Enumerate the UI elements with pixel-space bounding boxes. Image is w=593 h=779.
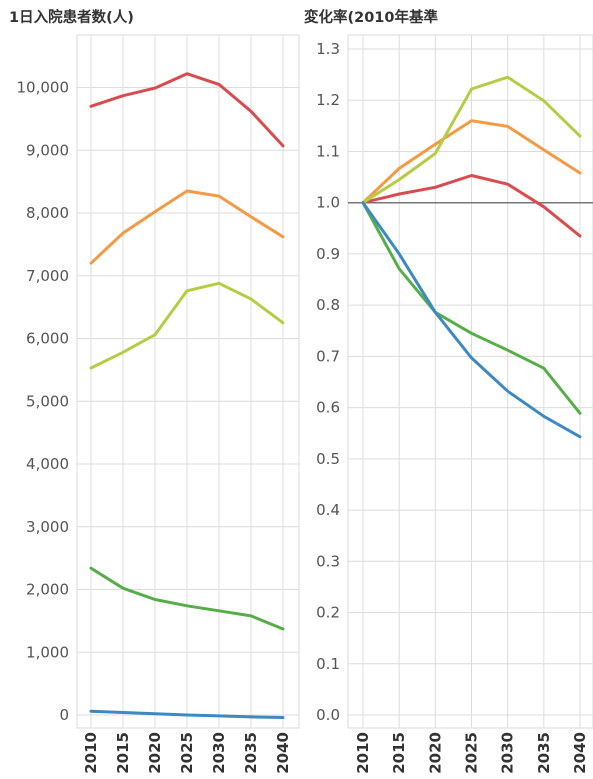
right-ytick-label: 0.2 [316, 604, 340, 622]
right-ytick-label: 0.1 [316, 655, 340, 673]
right-chart-title: 変化率(2010年基準 [304, 10, 438, 26]
right-series-line-1 [361, 174, 582, 238]
right-ytick-label: 1.3 [316, 40, 340, 58]
right-xtick-label: 2025 [463, 732, 481, 774]
right-xtick-label: 2015 [390, 732, 408, 774]
left-xtick-label: 2035 [242, 732, 260, 774]
left-ytick-label: 5,000 [26, 392, 69, 410]
left-series-line-5 [89, 709, 285, 719]
right-xtick-label: 2020 [426, 732, 444, 774]
right-series-line-4 [361, 201, 582, 415]
left-ytick-label: 1,000 [26, 643, 69, 661]
left-xtick-label: 2010 [82, 732, 100, 774]
left-xtick-label: 2030 [210, 732, 228, 774]
right-ytick-label: 1.0 [316, 194, 340, 212]
right-ytick-label: 0.5 [316, 450, 340, 468]
right-ytick-label: 0.8 [316, 296, 340, 314]
right-series-line-2 [361, 119, 582, 205]
right-ytick-label: 0.3 [316, 552, 340, 570]
right-xtick-label: 2030 [499, 732, 517, 774]
left-ytick-label: 4,000 [26, 455, 69, 473]
right-ytick-label: 1.1 [316, 142, 340, 160]
right-ytick-label: 0.0 [316, 706, 340, 724]
right-series-line-5 [361, 201, 582, 439]
left-xtick-label: 2015 [114, 732, 132, 774]
left-ytick-label: 3,000 [26, 518, 69, 536]
right-ytick-label: 0.9 [316, 245, 340, 263]
left-chart: 0 1,000 2,000 3,000 4,000 5,000 6,000 7,000 8,00… [17, 34, 300, 774]
left-series-line-4 [89, 566, 285, 631]
right-ytick-label: 1.2 [316, 91, 340, 109]
left-xtick-label: 2040 [274, 732, 292, 774]
left-ytick-label: 0 [59, 706, 69, 724]
left-ytick-label: 10,000 [17, 79, 70, 97]
right-ytick-label: 0.7 [316, 347, 340, 365]
left-ytick-label: 7,000 [26, 267, 69, 285]
right-ytick-label: 0.4 [316, 501, 340, 519]
left-xtick-label: 2025 [178, 732, 196, 774]
left-ytick-label: 9,000 [26, 141, 69, 159]
left-xtick-label: 2020 [146, 732, 164, 774]
right-ytick-label: 0.6 [316, 399, 340, 417]
right-xtick-label: 2010 [354, 732, 372, 774]
left-ytick-label: 8,000 [26, 204, 69, 222]
right-xtick-label: 2035 [535, 732, 553, 774]
left-chart-title: 1日入院患者数(人) [9, 10, 134, 26]
right-series-line-3 [361, 75, 582, 205]
left-ytick-label: 2,000 [26, 581, 69, 599]
left-plot-area [76, 34, 300, 729]
left-series-line-2 [89, 189, 285, 265]
left-series-line-1 [89, 72, 285, 148]
right-chart: 0.0 0.1 0.2 0.3 0.4 0.5 0.6 0.7 0.8 0.9 1.0 1.1 1.2 1… [316, 34, 593, 774]
left-series-line-3 [89, 281, 285, 370]
left-ytick-label: 6,000 [26, 330, 69, 348]
right-xtick-label: 2040 [571, 732, 589, 774]
